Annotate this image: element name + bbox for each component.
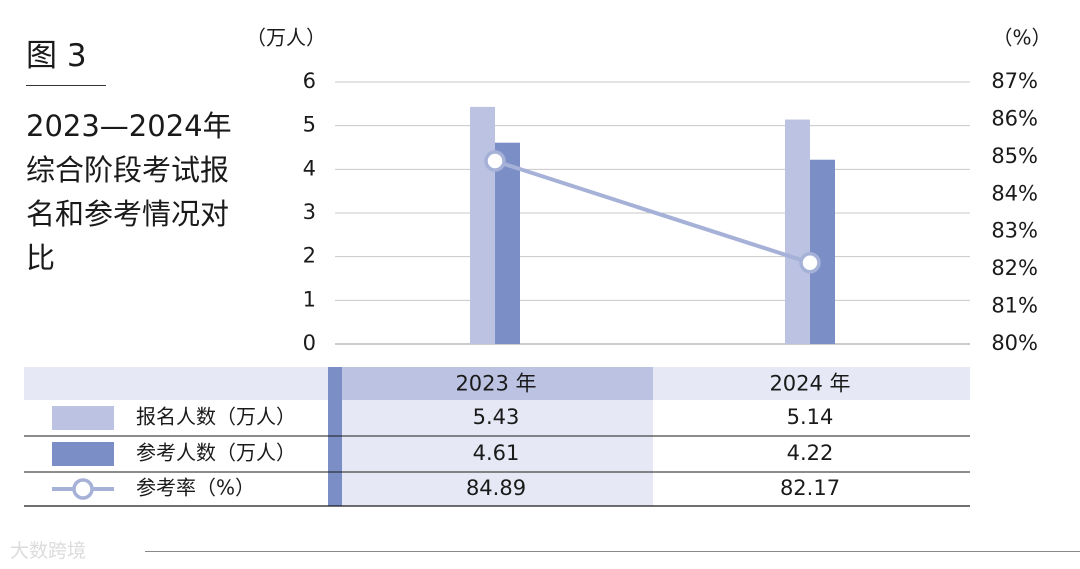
bar-attended	[495, 142, 520, 344]
legend-label: 参考人数（万人）	[136, 441, 296, 465]
bar-registered	[785, 119, 810, 344]
y-right-tick-label: 80%	[991, 331, 1038, 355]
y-right-tick-label: 85%	[991, 144, 1038, 168]
y-right-tick-label: 87%	[991, 69, 1038, 93]
table-cell-value: 4.61	[473, 441, 520, 465]
y-right-tick-label: 86%	[991, 106, 1038, 130]
legend-marker	[72, 478, 94, 500]
rate-point	[799, 252, 821, 274]
y-left-tick-label: 3	[303, 200, 316, 224]
y-right-tick-label: 81%	[991, 294, 1038, 318]
y-left-tick-label: 1	[303, 287, 316, 311]
page-bottom-rule	[145, 551, 1080, 552]
legend-swatch	[52, 442, 114, 466]
watermark: 大数跨境	[10, 540, 87, 562]
table-2023-header-bg	[342, 367, 653, 400]
rate-point	[484, 150, 506, 172]
table-cell-value: 5.14	[787, 405, 834, 429]
y-left-unit-label: （万人）	[246, 26, 326, 50]
bar-attended	[810, 159, 835, 344]
figure-label: 图 3	[26, 38, 87, 74]
category-label: 2024 年	[769, 372, 850, 396]
y-left-tick-label: 0	[303, 331, 316, 355]
rate-line	[494, 159, 811, 265]
legend-label: 参考率（%）	[136, 476, 255, 500]
y-right-unit-label: （%）	[992, 26, 1051, 50]
figure-label-rule	[26, 85, 106, 86]
legend-swatch	[52, 406, 114, 430]
table-cell-value: 82.17	[780, 476, 840, 500]
category-label: 2023 年	[455, 372, 536, 396]
table-cell-value: 84.89	[466, 476, 526, 500]
chart-title: 2023—2024年综合阶段考试报名和参考情况对比	[26, 109, 232, 275]
y-left-tick-label: 6	[303, 69, 316, 93]
y-right-tick-label: 84%	[991, 181, 1038, 205]
bar-registered	[470, 106, 495, 344]
y-left-tick-label: 2	[303, 244, 316, 268]
legend-label: 报名人数（万人）	[136, 405, 296, 429]
y-left-tick-label: 4	[303, 156, 316, 180]
table-cell-value: 5.43	[473, 405, 520, 429]
y-left-tick-label: 5	[303, 113, 316, 137]
y-right-tick-label: 82%	[991, 256, 1038, 280]
table-cell-value: 4.22	[787, 441, 834, 465]
y-right-tick-label: 83%	[991, 219, 1038, 243]
